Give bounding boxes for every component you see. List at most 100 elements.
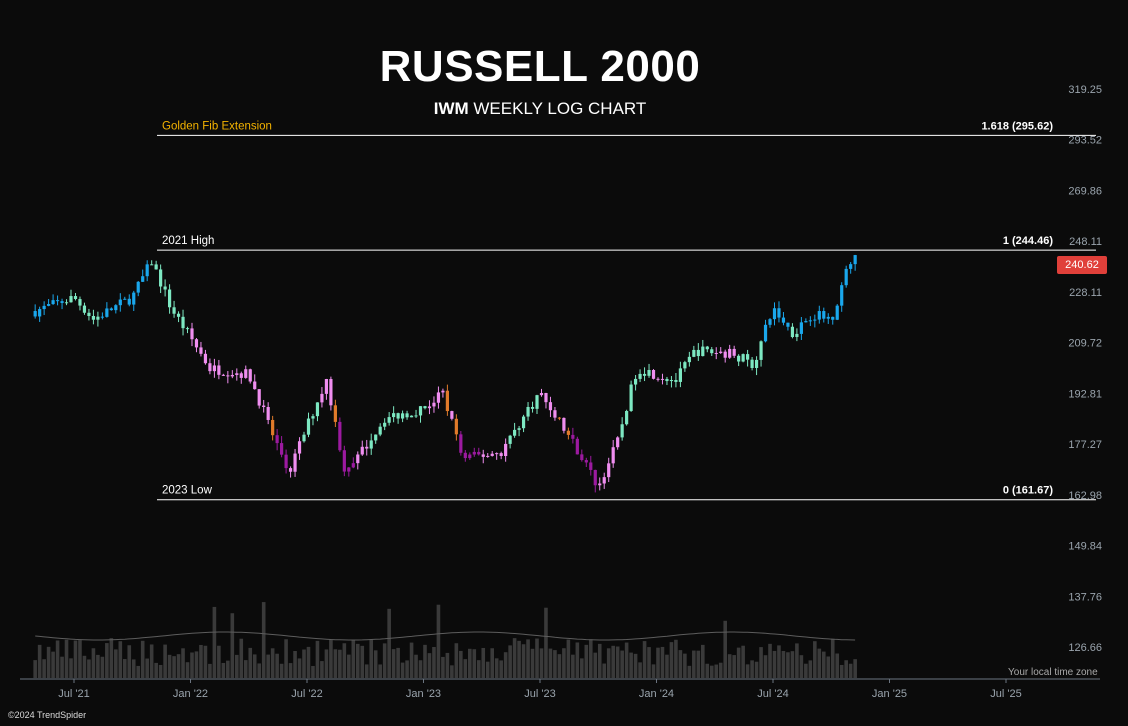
volume-bar	[288, 663, 293, 678]
volume-bar	[122, 659, 127, 678]
volume-bar	[472, 649, 477, 678]
candle-body	[607, 463, 611, 478]
candle-body	[642, 373, 647, 376]
volume-bar	[786, 652, 790, 678]
candle-body	[799, 322, 803, 334]
volume-bar	[526, 639, 530, 678]
volume-bars	[33, 602, 857, 678]
candle-body	[593, 469, 597, 486]
candle-body	[530, 406, 535, 409]
volume-bar	[217, 645, 221, 678]
volume-bar	[185, 662, 190, 678]
x-tick-label: Jul '23	[524, 688, 555, 700]
y-tick-label: 126.66	[1068, 642, 1102, 654]
candle-body	[741, 354, 745, 362]
candle-body	[835, 305, 839, 320]
volume-bar	[566, 639, 571, 678]
candle-body	[100, 316, 104, 318]
candle-body	[69, 296, 73, 303]
volume-bar	[243, 660, 248, 678]
candle-body	[521, 416, 526, 429]
volume-bar	[754, 661, 759, 678]
candle-body	[481, 454, 485, 457]
candle-body	[248, 369, 252, 382]
candle-body	[746, 354, 750, 360]
candle-body	[221, 374, 225, 376]
fib-level-label: Golden Fib Extension	[162, 120, 272, 132]
volume-bar	[261, 602, 266, 678]
volume-bar	[203, 645, 208, 678]
candle-body	[669, 379, 674, 382]
candle-body	[665, 378, 669, 382]
volume-bar	[405, 660, 409, 678]
candle-body	[754, 359, 759, 368]
volume-bar	[270, 648, 275, 678]
volume-bar	[127, 645, 132, 678]
candle-body	[338, 421, 342, 451]
candle-body	[849, 264, 853, 269]
candle-body	[47, 304, 51, 306]
candle-body	[508, 435, 512, 444]
y-tick-label: 248.11	[1069, 236, 1102, 248]
volume-bar	[248, 647, 253, 678]
volume-bar	[163, 644, 167, 678]
candle-body	[208, 363, 212, 372]
candle-body	[418, 406, 423, 416]
volume-bar	[284, 639, 288, 678]
candle-body	[710, 349, 714, 354]
candle-body	[230, 374, 234, 377]
candle-body	[320, 393, 324, 403]
candle-body	[719, 351, 723, 353]
volume-bar	[158, 664, 163, 678]
candle-body	[454, 418, 458, 435]
candle-body	[96, 316, 100, 320]
candle-body	[199, 347, 203, 354]
volume-average-line	[35, 631, 856, 641]
candle-body	[297, 441, 302, 454]
candle-body	[387, 417, 391, 423]
timezone-note: Your local time zone	[1008, 667, 1098, 678]
candle-body	[763, 324, 768, 342]
volume-bar	[817, 648, 822, 678]
candle-body	[87, 312, 91, 316]
candle-body	[109, 308, 113, 311]
candle-body	[459, 434, 463, 453]
volume-bar	[450, 665, 454, 678]
volume-bar	[499, 660, 503, 678]
y-tick-label: 137.76	[1068, 591, 1102, 603]
candle-body	[589, 462, 593, 470]
volume-bar	[844, 660, 848, 678]
candle-body	[629, 384, 633, 411]
volume-bar	[539, 648, 544, 678]
candle-body	[91, 315, 96, 320]
candle-body	[427, 406, 432, 409]
volume-bar	[149, 644, 154, 678]
candle-body	[383, 422, 387, 427]
fib-level-value: 1.618 (295.62)	[981, 120, 1053, 132]
volume-bar	[624, 642, 629, 678]
volume-bar	[548, 648, 553, 678]
volume-bar	[642, 641, 647, 678]
candle-body	[477, 451, 481, 455]
candle-body	[750, 359, 754, 368]
volume-bar	[494, 658, 499, 678]
volume-bar	[714, 664, 719, 678]
candle-body	[42, 305, 46, 310]
candle-body	[400, 413, 405, 419]
y-tick-label: 162.98	[1068, 490, 1102, 502]
volume-bar	[297, 658, 302, 678]
candle-body	[625, 410, 629, 425]
volume-bar	[55, 640, 60, 678]
y-tick-label: 177.27	[1068, 439, 1102, 451]
candle-body	[813, 319, 817, 321]
volume-bar	[745, 664, 750, 678]
volume-bar	[781, 650, 786, 678]
candle-body	[392, 413, 396, 418]
candle-body	[302, 434, 306, 442]
volume-bar	[109, 638, 114, 678]
candle-body	[660, 378, 665, 380]
volume-bar	[311, 665, 315, 678]
candle-body	[499, 453, 503, 456]
volume-bar	[732, 655, 736, 678]
volume-bar	[490, 648, 495, 678]
